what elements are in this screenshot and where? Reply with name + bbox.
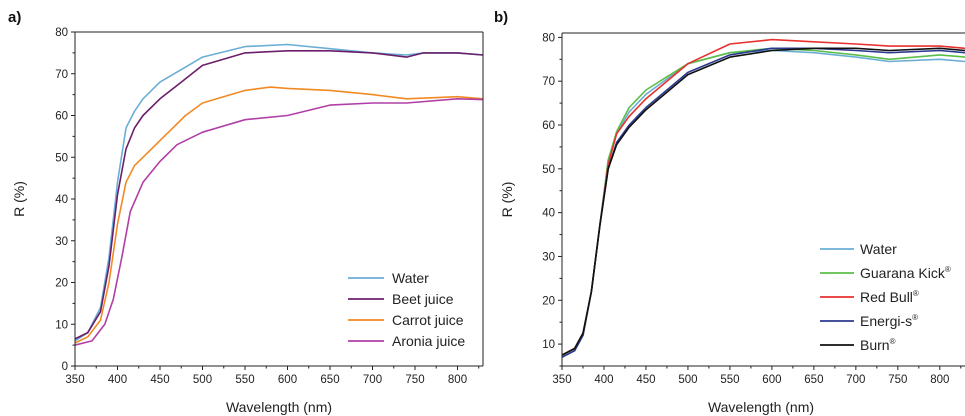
series-line-1 bbox=[562, 49, 965, 358]
y-tick-label: 80 bbox=[542, 32, 555, 44]
series-line-3 bbox=[562, 38, 965, 356]
y-tick-label: 50 bbox=[542, 164, 555, 176]
x-axis-label: Wavelength (nm) bbox=[708, 399, 814, 415]
y-tick-label: 50 bbox=[55, 152, 68, 164]
x-tick-label: 500 bbox=[678, 374, 697, 386]
panel-label: a) bbox=[8, 9, 21, 26]
x-tick-label: 400 bbox=[108, 374, 127, 386]
y-axis-label: R (%) bbox=[499, 182, 515, 218]
y-tick-label: 30 bbox=[55, 236, 68, 248]
legend: Water Beet juice Carrot juice Aronia juice bbox=[348, 270, 465, 349]
x-tick-label: 600 bbox=[762, 374, 781, 386]
series-line-3 bbox=[75, 86, 483, 344]
legend-label: Red Bull® bbox=[860, 289, 919, 305]
x-tick-label: 800 bbox=[930, 374, 949, 386]
y-tick-label: 60 bbox=[542, 120, 555, 132]
x-tick-label: 650 bbox=[804, 374, 823, 386]
legend-label: Burn® bbox=[860, 337, 896, 353]
legend-label: Carrot juice bbox=[392, 312, 464, 328]
x-tick-label: 450 bbox=[150, 374, 169, 386]
y-tick-label: 60 bbox=[55, 111, 68, 123]
series-line-5 bbox=[562, 47, 965, 356]
legend-label: Beet juice bbox=[392, 291, 454, 307]
y-tick-label: 10 bbox=[542, 339, 555, 351]
series-line-2 bbox=[562, 47, 965, 358]
y-tick-label: 40 bbox=[542, 208, 555, 220]
y-tick-label: 20 bbox=[542, 295, 555, 307]
x-tick-label: 650 bbox=[320, 374, 339, 386]
x-tick-label: 500 bbox=[193, 374, 212, 386]
legend: Water Guarana Kick® Red Bull® Energi-s® Burn… bbox=[820, 241, 951, 353]
x-tick-label: 450 bbox=[636, 374, 655, 386]
y-tick-label: 70 bbox=[55, 69, 68, 81]
x-tick-label: 700 bbox=[846, 374, 865, 386]
x-axis-label: Wavelength (nm) bbox=[226, 399, 332, 415]
x-tick-label: 750 bbox=[405, 374, 424, 386]
y-tick-label: 0 bbox=[62, 361, 68, 373]
chart-panel-1: a) 350 400 450 500 550 600 650 700 750 800 0 10 20 30 4… bbox=[8, 9, 484, 415]
x-tick-label: 400 bbox=[594, 374, 613, 386]
x-tick-label: 700 bbox=[363, 374, 382, 386]
x-tick-label: 750 bbox=[888, 374, 907, 386]
x-tick-label: 800 bbox=[448, 374, 467, 386]
x-tick-label: 350 bbox=[552, 374, 571, 386]
panel-label: b) bbox=[494, 9, 508, 26]
x-tick-label: 550 bbox=[235, 374, 254, 386]
y-axis-label: R (%) bbox=[11, 181, 27, 217]
y-tick-label: 20 bbox=[55, 278, 68, 290]
series-line-4 bbox=[75, 98, 483, 346]
series-line-4 bbox=[562, 47, 965, 358]
x-tick-label: 550 bbox=[720, 374, 739, 386]
y-tick-label: 80 bbox=[55, 27, 68, 39]
x-tick-label: 350 bbox=[65, 374, 84, 386]
y-tick-label: 40 bbox=[55, 194, 68, 206]
chart-panel-2: b) 350 400 450 500 550 600 650 700 750 800 10 20 30 40… bbox=[494, 9, 965, 415]
x-tick-label: 600 bbox=[278, 374, 297, 386]
legend-label: Aronia juice bbox=[392, 333, 465, 349]
series-line-2 bbox=[75, 50, 483, 340]
legend-label: Energi-s® bbox=[860, 313, 918, 329]
y-tick-label: 10 bbox=[55, 319, 68, 331]
legend-label: Guarana Kick® bbox=[860, 265, 951, 281]
y-tick-label: 70 bbox=[542, 76, 555, 88]
legend-label: Water bbox=[392, 270, 429, 286]
y-tick-label: 30 bbox=[542, 251, 555, 263]
legend-label: Water bbox=[860, 241, 897, 257]
series-line-1 bbox=[75, 43, 483, 342]
